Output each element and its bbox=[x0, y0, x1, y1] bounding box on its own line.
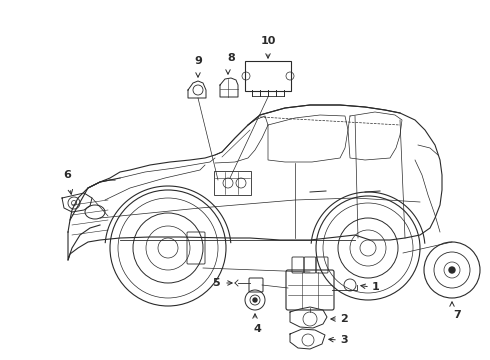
Circle shape bbox=[253, 298, 257, 302]
Text: 7: 7 bbox=[453, 310, 461, 320]
Text: 2: 2 bbox=[340, 314, 348, 324]
Circle shape bbox=[449, 267, 455, 273]
Text: 10: 10 bbox=[260, 36, 276, 46]
Text: 6: 6 bbox=[63, 170, 71, 180]
Text: 3: 3 bbox=[340, 335, 347, 345]
Text: 8: 8 bbox=[227, 53, 235, 63]
Text: 5: 5 bbox=[212, 278, 220, 288]
Text: 9: 9 bbox=[194, 56, 202, 66]
Text: 1: 1 bbox=[372, 282, 380, 292]
Text: 4: 4 bbox=[253, 324, 261, 334]
